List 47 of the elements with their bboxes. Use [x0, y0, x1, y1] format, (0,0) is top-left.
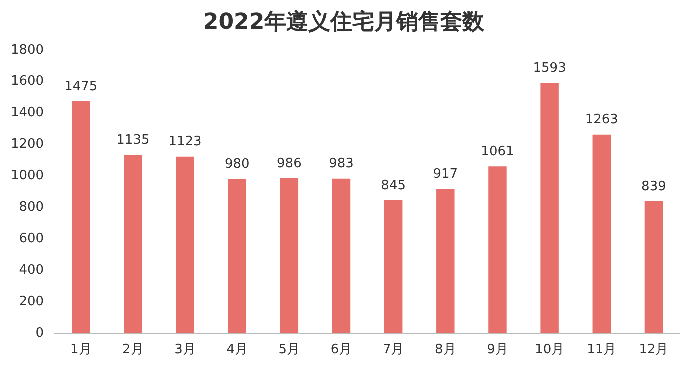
data-label: 1593 — [533, 60, 566, 76]
x-tick-label: 2月 — [122, 342, 144, 358]
bar — [332, 178, 351, 334]
bar — [124, 154, 142, 334]
y-tick-label: 400 — [19, 262, 44, 278]
bar — [540, 82, 559, 334]
x-tick-label: 11月 — [587, 342, 617, 358]
x-tick-label: 9月 — [487, 342, 508, 358]
y-tick-label: 1800 — [10, 42, 44, 58]
x-tick-label: 1月 — [70, 342, 92, 358]
data-label: 986 — [277, 156, 302, 172]
data-label: 845 — [381, 178, 406, 194]
y-tick-label: 1200 — [10, 137, 44, 152]
bar — [592, 134, 611, 334]
x-tick-label: 8月 — [435, 342, 456, 358]
x-tick-label: 5月 — [278, 342, 300, 358]
x-tick-label: 4月 — [226, 342, 248, 358]
data-label: 1135 — [116, 132, 150, 148]
x-tick-label: 10月 — [535, 342, 565, 358]
y-tick-label: 1000 — [10, 168, 44, 184]
y-tick-label: 1400 — [10, 106, 44, 121]
data-label: 917 — [433, 167, 458, 182]
bar — [176, 156, 194, 334]
chart-title: 2022年遵义住宅月销售套数 — [203, 8, 486, 35]
bar — [72, 101, 90, 334]
y-tick-label: 200 — [19, 294, 44, 310]
y-tick-label: 0 — [36, 326, 44, 341]
bar — [644, 201, 664, 334]
data-label: 1123 — [168, 134, 202, 150]
y-tick-label: 600 — [19, 231, 44, 246]
data-label: 1061 — [481, 144, 514, 160]
data-label: 983 — [329, 156, 354, 172]
bar — [280, 178, 299, 334]
x-tick-label: 12月 — [639, 342, 669, 358]
x-tick-label: 7月 — [382, 342, 404, 358]
data-label: 1263 — [585, 112, 618, 128]
y-tick-label: 800 — [19, 200, 44, 215]
bar — [228, 179, 246, 334]
bar — [384, 200, 403, 334]
data-label: 980 — [224, 157, 250, 172]
bar — [488, 166, 507, 334]
data-label: 1475 — [64, 79, 98, 94]
x-tick-label: 6月 — [330, 342, 352, 358]
x-tick-label: 3月 — [174, 342, 196, 358]
data-label: 839 — [642, 179, 666, 194]
bar — [436, 189, 455, 334]
y-tick-label: 1600 — [10, 74, 44, 90]
